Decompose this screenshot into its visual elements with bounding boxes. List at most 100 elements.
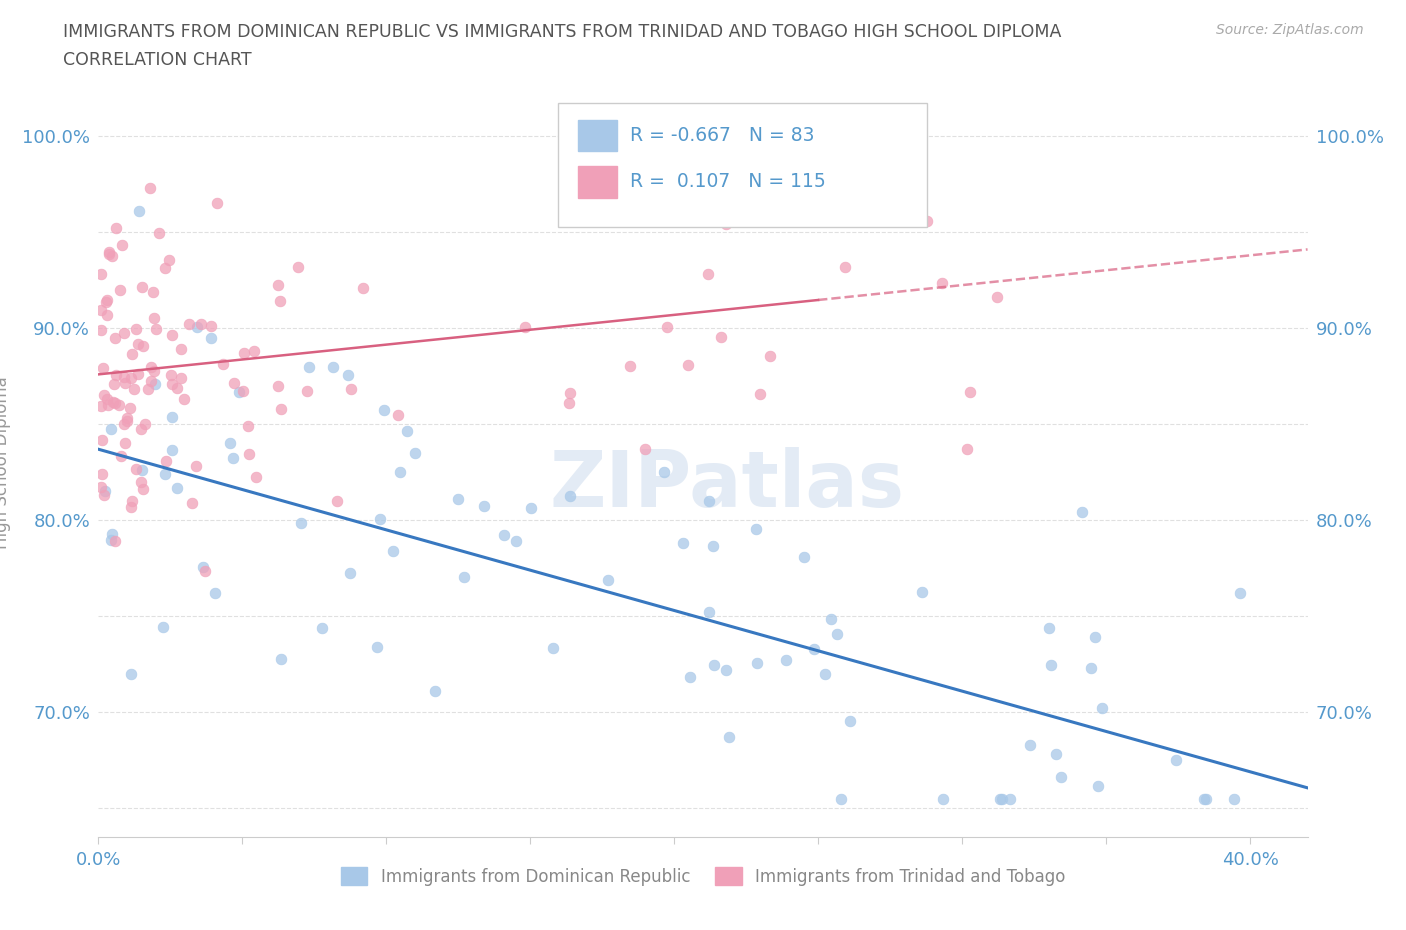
Point — [366, 639, 388, 654]
Point — [193, 564, 215, 578]
Point — [110, 238, 132, 253]
Point — [697, 494, 720, 509]
Point — [598, 572, 620, 587]
Point — [117, 414, 139, 429]
Point — [91, 466, 114, 481]
Point — [93, 388, 115, 403]
Point — [714, 216, 737, 231]
Point — [170, 370, 193, 385]
Point — [96, 392, 118, 406]
Point — [322, 359, 344, 374]
Point — [90, 302, 112, 317]
Point — [153, 467, 176, 482]
Point — [90, 266, 112, 281]
Point — [132, 482, 155, 497]
Point — [290, 516, 312, 531]
Point — [270, 402, 292, 417]
Point — [186, 319, 208, 334]
Point — [758, 349, 780, 364]
Bar — [578, 120, 617, 152]
Point — [212, 356, 235, 371]
Point — [990, 791, 1012, 806]
Text: R =  0.107   N = 115: R = 0.107 N = 115 — [630, 172, 827, 192]
Point — [1038, 620, 1060, 635]
Point — [672, 536, 695, 551]
Point — [179, 316, 201, 331]
Point — [173, 392, 195, 406]
Point — [200, 319, 222, 334]
Point — [988, 791, 1011, 806]
Point — [1018, 737, 1040, 752]
Point — [714, 662, 737, 677]
Point — [339, 381, 361, 396]
Point — [1087, 778, 1109, 793]
Point — [745, 656, 768, 671]
Point — [505, 534, 527, 549]
Point — [932, 791, 955, 806]
Point — [558, 488, 581, 503]
Point — [1223, 791, 1246, 806]
Point — [834, 260, 856, 275]
Y-axis label: High School Diploma: High School Diploma — [0, 377, 11, 549]
Point — [97, 397, 120, 412]
Point — [153, 260, 176, 275]
Text: CORRELATION CHART: CORRELATION CHART — [63, 51, 252, 69]
Point — [287, 259, 309, 274]
Point — [830, 791, 852, 806]
Point — [170, 341, 193, 356]
Point — [679, 669, 702, 684]
Point — [105, 367, 128, 382]
Point — [97, 245, 120, 259]
Point — [114, 376, 136, 391]
Point — [221, 451, 243, 466]
Point — [619, 358, 641, 373]
Point — [103, 377, 125, 392]
Point — [373, 403, 395, 418]
Text: ZIPatlas: ZIPatlas — [550, 447, 904, 524]
Point — [717, 729, 740, 744]
Point — [166, 480, 188, 495]
Point — [699, 604, 721, 619]
Point — [697, 267, 720, 282]
Point — [1045, 747, 1067, 762]
Point — [94, 484, 117, 498]
Point — [396, 423, 419, 438]
Point — [368, 512, 391, 526]
Point — [96, 292, 118, 307]
Point — [839, 714, 862, 729]
Point — [124, 321, 146, 336]
Point — [472, 498, 495, 513]
Point — [986, 290, 1008, 305]
Point — [118, 400, 141, 415]
Point — [387, 407, 409, 422]
Point — [633, 441, 655, 456]
Point — [232, 383, 254, 398]
Point — [143, 376, 166, 391]
Point — [122, 381, 145, 396]
Point — [166, 380, 188, 395]
Point — [127, 337, 149, 352]
Point — [104, 396, 127, 411]
Bar — [578, 166, 617, 198]
Point — [190, 317, 212, 332]
Text: R = -0.667   N = 83: R = -0.667 N = 83 — [630, 126, 815, 145]
Point — [143, 364, 166, 379]
Point — [110, 449, 132, 464]
Point — [127, 366, 149, 381]
Point — [558, 196, 581, 211]
Point — [120, 667, 142, 682]
Point — [148, 226, 170, 241]
Point — [336, 367, 359, 382]
Point — [1229, 586, 1251, 601]
Point — [998, 791, 1021, 806]
Point — [931, 275, 953, 290]
Point — [93, 488, 115, 503]
Point — [120, 371, 142, 386]
FancyBboxPatch shape — [558, 103, 927, 227]
Point — [105, 220, 128, 235]
Point — [453, 570, 475, 585]
Point — [404, 445, 426, 460]
Point — [112, 326, 135, 340]
Point — [90, 323, 112, 338]
Point — [825, 627, 848, 642]
